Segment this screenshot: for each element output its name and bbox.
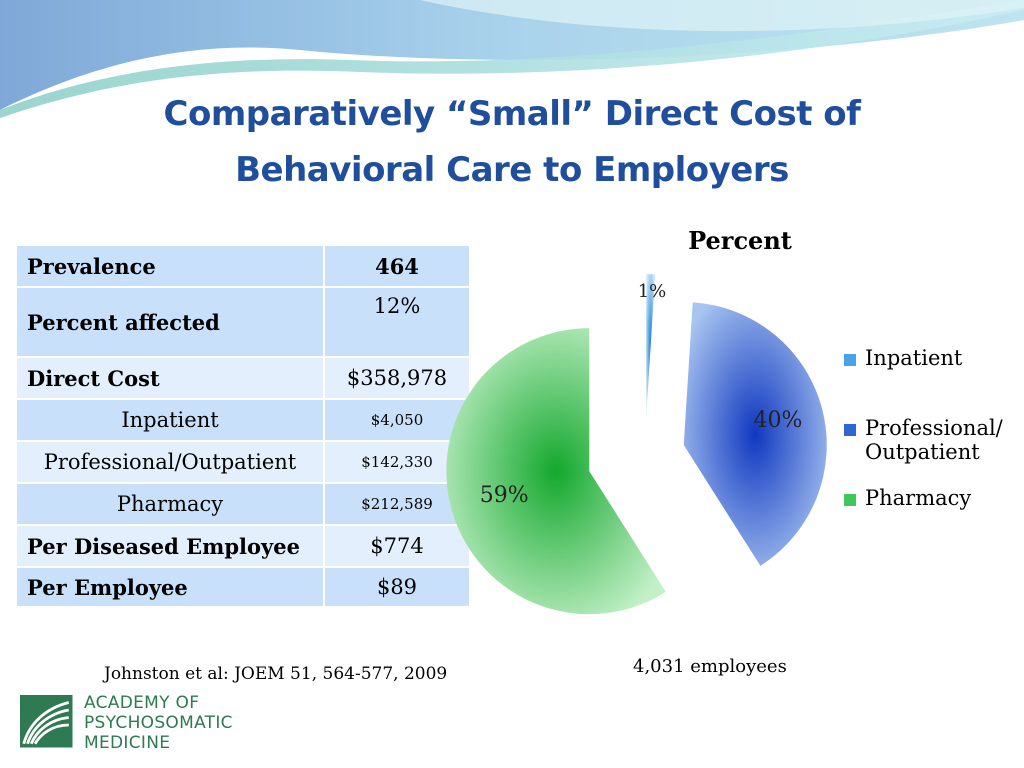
table-cell-value: $212,589 bbox=[325, 484, 469, 526]
logo-wordmark: ACADEMY OF PSYCHOSOMATIC MEDICINE bbox=[84, 693, 233, 753]
table-row: Per Employee $89 bbox=[17, 568, 469, 608]
table-cell-label: Percent affected bbox=[17, 288, 325, 358]
header-swoosh-decoration bbox=[0, 0, 1024, 118]
table-row: Prevalence 464 bbox=[17, 246, 469, 288]
legend-label: Pharmacy bbox=[865, 486, 972, 510]
table-cell-label: Per Diseased Employee bbox=[17, 526, 325, 568]
academy-logo-icon bbox=[20, 695, 73, 748]
pie-data-label: 40% bbox=[753, 408, 802, 433]
table-row: Per Diseased Employee $774 bbox=[17, 526, 469, 568]
table-cell-value: 12% bbox=[325, 288, 469, 358]
pie-slice-pharmacy bbox=[446, 328, 666, 615]
legend-swatch bbox=[844, 424, 856, 436]
table-cell-value: $142,330 bbox=[325, 442, 469, 484]
legend-label-line: Outpatient bbox=[865, 440, 980, 464]
table-cell-value: $4,050 bbox=[325, 400, 469, 442]
pie-data-label: 1% bbox=[638, 281, 667, 302]
table-cell-label: Professional/Outpatient bbox=[17, 442, 325, 484]
table-cell-label: Prevalence bbox=[17, 246, 325, 288]
chart-title: Percent bbox=[688, 226, 792, 255]
table-row: Percent affected 12% bbox=[17, 288, 469, 358]
logo-line: PSYCHOSOMATIC bbox=[84, 713, 233, 733]
slide-title: Comparatively “Small” Direct Cost of Beh… bbox=[112, 86, 912, 198]
table-cell-value: $358,978 bbox=[325, 358, 469, 400]
table-cell-label: Pharmacy bbox=[17, 484, 325, 526]
logo-line: ACADEMY OF bbox=[84, 693, 200, 713]
title-line-1: Comparatively “Small” Direct Cost of bbox=[163, 94, 861, 134]
logo-line: MEDICINE bbox=[84, 733, 171, 753]
legend-item-pharmacy: Pharmacy bbox=[844, 486, 971, 510]
legend-label-line: Professional/ bbox=[865, 416, 1003, 440]
table-cell-value: $89 bbox=[325, 568, 469, 608]
table-cell-label: Direct Cost bbox=[17, 358, 325, 400]
cost-table: Prevalence 464 Percent affected 12% Dire… bbox=[17, 246, 469, 608]
table-cell-value: 464 bbox=[325, 246, 469, 288]
pie-slice-professional bbox=[683, 302, 827, 566]
table-row: Direct Cost $358,978 bbox=[17, 358, 469, 400]
table-row: Inpatient $4,050 bbox=[17, 400, 469, 442]
table-cell-label: Inpatient bbox=[17, 400, 325, 442]
legend-item-inpatient: Inpatient bbox=[844, 346, 962, 370]
employees-note: 4,031 employees bbox=[633, 656, 787, 677]
legend-item-professional: Professional/ Outpatient bbox=[844, 416, 1003, 464]
title-line-2: Behavioral Care to Employers bbox=[235, 150, 789, 190]
legend-label: Inpatient bbox=[865, 346, 963, 370]
table-cell-value: $774 bbox=[325, 526, 469, 568]
table-row: Professional/Outpatient $142,330 bbox=[17, 442, 469, 484]
pie-slice-inpatient bbox=[646, 274, 656, 418]
legend-swatch bbox=[844, 354, 856, 366]
table-row: Pharmacy $212,589 bbox=[17, 484, 469, 526]
legend-swatch bbox=[844, 494, 856, 506]
legend-label: Professional/ Outpatient bbox=[865, 416, 1003, 464]
citation: Johnston et al: JOEM 51, 564-577, 2009 bbox=[104, 664, 448, 684]
table-cell-label: Per Employee bbox=[17, 568, 325, 608]
pie-data-label: 59% bbox=[480, 483, 529, 508]
